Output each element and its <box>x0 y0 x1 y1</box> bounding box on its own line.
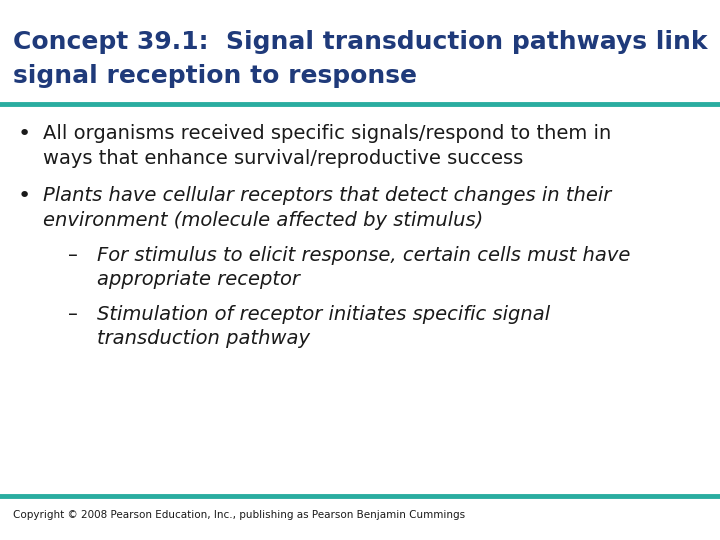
Text: •: • <box>18 124 31 144</box>
Text: For stimulus to elicit response, certain cells must have: For stimulus to elicit response, certain… <box>97 246 631 265</box>
Text: Concept 39.1:  Signal transduction pathways link: Concept 39.1: Signal transduction pathwa… <box>13 30 708 53</box>
Text: Plants have cellular receptors that detect changes in their: Plants have cellular receptors that dete… <box>43 186 611 205</box>
Text: appropriate receptor: appropriate receptor <box>97 270 300 289</box>
Text: signal reception to response: signal reception to response <box>13 64 417 87</box>
Text: Copyright © 2008 Pearson Education, Inc., publishing as Pearson Benjamin Cumming: Copyright © 2008 Pearson Education, Inc.… <box>13 510 465 521</box>
Text: –: – <box>68 305 78 324</box>
Text: All organisms received specific signals/respond to them in: All organisms received specific signals/… <box>43 124 611 143</box>
Text: transduction pathway: transduction pathway <box>97 329 310 348</box>
Text: –: – <box>68 246 78 265</box>
Text: ways that enhance survival/reproductive success: ways that enhance survival/reproductive … <box>43 148 523 167</box>
Text: Stimulation of receptor initiates specific signal: Stimulation of receptor initiates specif… <box>97 305 550 324</box>
Text: environment (molecule affected by stimulus): environment (molecule affected by stimul… <box>43 211 483 229</box>
Text: •: • <box>18 186 31 206</box>
